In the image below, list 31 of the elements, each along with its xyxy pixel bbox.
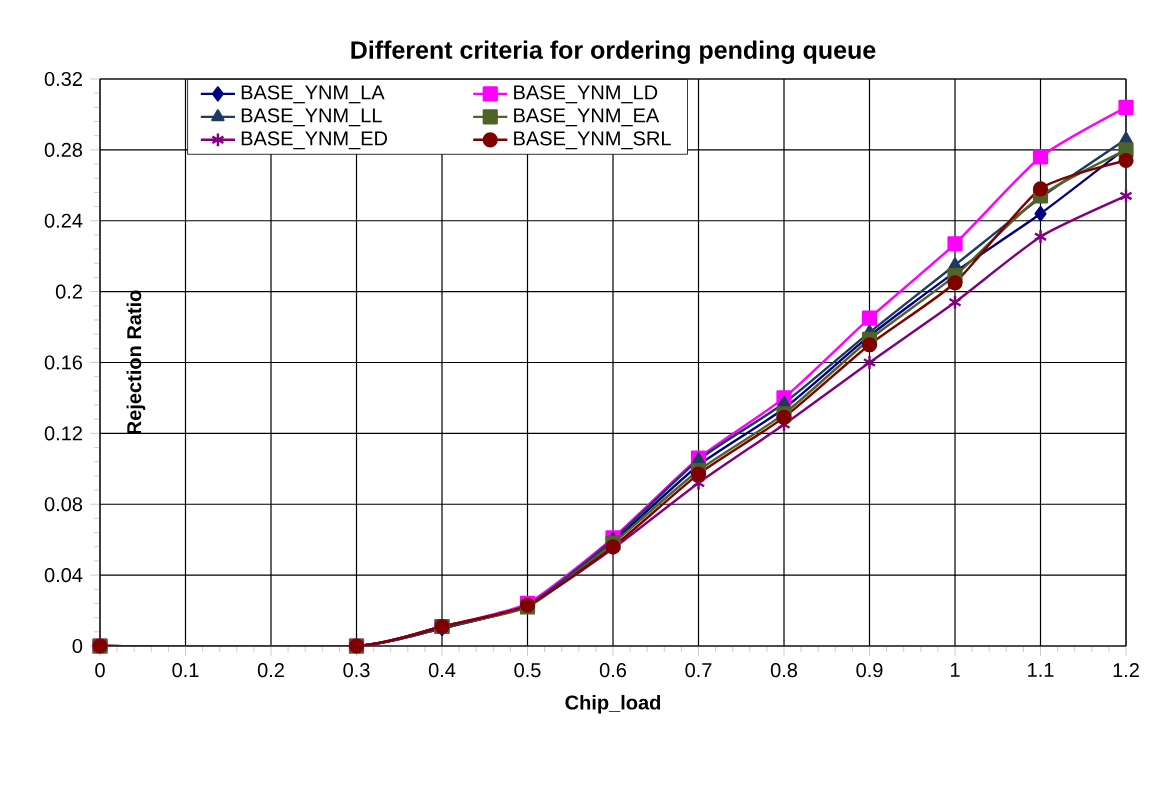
y-tick-label: 0.24 <box>44 213 83 228</box>
x-tick-label: 1 <box>950 663 960 677</box>
y-tick-label: 0 <box>72 638 83 654</box>
y-tick-label: 0.16 <box>44 355 83 370</box>
x-tick-label: 0 <box>95 663 105 678</box>
legend-label: BASE_YNM_LA <box>241 85 385 104</box>
x-tick-label: 0.5 <box>514 663 541 678</box>
y-tick-label: 0.04 <box>44 568 83 583</box>
legend-label: BASE_YNM_EA <box>514 108 660 127</box>
y-tick-label: 0.32 <box>44 71 82 87</box>
chart-title: Different criteria for ordering pending queue <box>351 40 876 64</box>
y-tick-label: 0.2 <box>55 284 82 299</box>
x-tick-label: 1.2 <box>1113 663 1139 678</box>
y-axis-title: Rejection Ratio <box>126 290 146 434</box>
legend-label: BASE_YNM_LL <box>241 108 382 127</box>
y-tick-label: 0.08 <box>44 497 83 512</box>
x-tick-label: 0.7 <box>685 663 712 678</box>
y-tick-label: 0.28 <box>44 142 83 157</box>
x-axis-title: Chip_load <box>565 694 661 714</box>
x-tick-label: 0.2 <box>257 663 284 678</box>
x-tick-label: 0.8 <box>770 663 798 678</box>
legend-label: BASE_YNM_ED <box>241 131 388 150</box>
x-tick-label: 0.9 <box>856 663 883 678</box>
x-tick-label: 0.6 <box>599 663 627 678</box>
x-tick-label: 0.3 <box>343 663 370 678</box>
legend-label: BASE_YNM_LD <box>514 85 658 104</box>
legend-label: BASE_YNM_SRL <box>514 131 671 150</box>
x-tick-label: 1.1 <box>1028 663 1054 677</box>
x-tick-label: 0.1 <box>172 663 199 678</box>
y-tick-label: 0.12 <box>44 426 82 441</box>
x-tick-label: 0.4 <box>428 663 456 678</box>
